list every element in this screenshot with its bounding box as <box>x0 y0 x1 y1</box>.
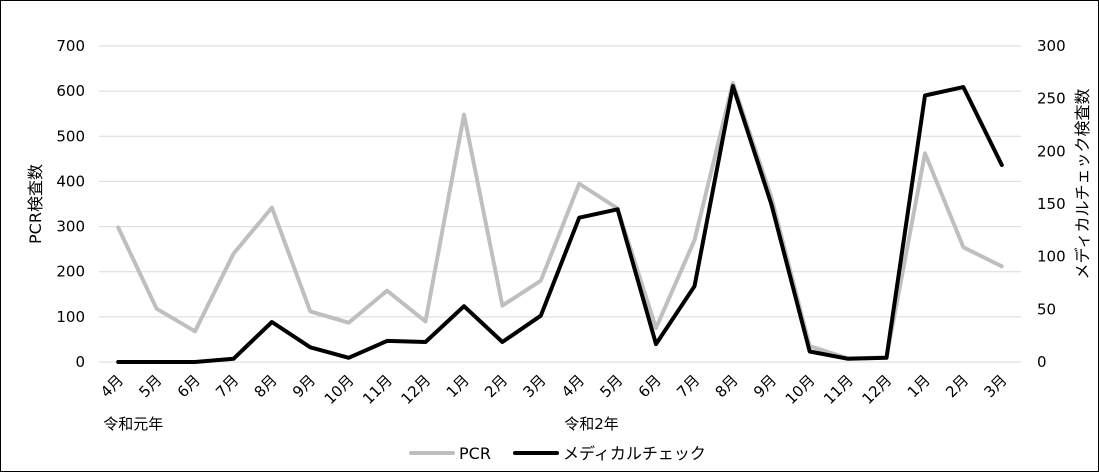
x-tick-label: 3月 <box>520 371 550 401</box>
x-tick-label: 2月 <box>942 371 972 401</box>
right-tick-label: 200 <box>1037 142 1066 160</box>
series-line-medical-check <box>116 84 1004 364</box>
x-tick-label: 10月 <box>321 371 358 408</box>
left-tick-label: 400 <box>56 172 85 190</box>
x-tick-label: 9月 <box>750 371 780 401</box>
left-tick-label: 200 <box>56 263 85 281</box>
legend-label-medical-check: メディカルチェック <box>563 444 706 463</box>
year-label: 令和元年 <box>103 415 163 433</box>
x-tick-label: 8月 <box>712 371 742 401</box>
x-tick-label: 12月 <box>398 371 435 408</box>
x-tick-label: 3月 <box>981 371 1011 401</box>
x-tick-label: 4月 <box>558 371 588 401</box>
x-tick-label: 1月 <box>443 371 473 401</box>
x-tick-label: 9月 <box>289 371 319 401</box>
series-lines <box>116 81 1004 364</box>
left-tick-label: 0 <box>75 353 85 371</box>
right-tick-label: 100 <box>1037 248 1066 266</box>
left-tick-label: 500 <box>56 127 85 145</box>
left-tick-label: 100 <box>56 308 85 326</box>
legend: PCR メディカルチェック <box>409 444 706 463</box>
right-tick-label: 300 <box>1037 37 1066 55</box>
x-tick-label: 12月 <box>859 371 896 408</box>
right-axis-ticks: 0 50 100 150 200 250 300 <box>1037 37 1066 371</box>
right-tick-label: 150 <box>1037 195 1066 213</box>
year-label: 令和2年 <box>564 415 619 433</box>
x-axis-ticks: 4月 5月 6月 7月 8月 9月 10月 11月 12月 1月 2月 3月 4月 5月 6月 7月 8月 9月 1… <box>97 371 1011 408</box>
x-tick-label: 11月 <box>820 371 857 408</box>
right-tick-label: 0 <box>1037 353 1047 371</box>
x-tick-label: 4月 <box>97 371 127 401</box>
x-tick-label: 10月 <box>782 371 819 408</box>
x-tick-label: 6月 <box>635 371 665 401</box>
year-labels: 令和元年 令和2年 <box>103 415 619 433</box>
x-tick-label: 8月 <box>251 371 281 401</box>
legend-label-pcr: PCR <box>459 444 491 463</box>
left-tick-label: 700 <box>56 37 85 55</box>
x-tick-label: 6月 <box>174 371 204 401</box>
left-tick-label: 300 <box>56 218 85 236</box>
x-tick-label: 7月 <box>212 371 242 401</box>
right-tick-label: 50 <box>1037 300 1056 318</box>
x-tick-label: 5月 <box>596 371 626 401</box>
x-tick-label: 5月 <box>135 371 165 401</box>
x-tick-label: 7月 <box>673 371 703 401</box>
x-tick-label: 2月 <box>481 371 511 401</box>
left-axis-ticks: 0 100 200 300 400 500 600 700 <box>56 37 85 371</box>
right-tick-label: 250 <box>1037 90 1066 108</box>
right-axis-title: メディカルチェック検査数 <box>1073 89 1092 280</box>
x-tick-label: 1月 <box>904 371 934 401</box>
x-tick-label: 11月 <box>359 371 396 408</box>
left-axis-title: PCR検査数 <box>26 164 45 244</box>
gridlines <box>99 45 1021 363</box>
left-tick-label: 600 <box>56 82 85 100</box>
